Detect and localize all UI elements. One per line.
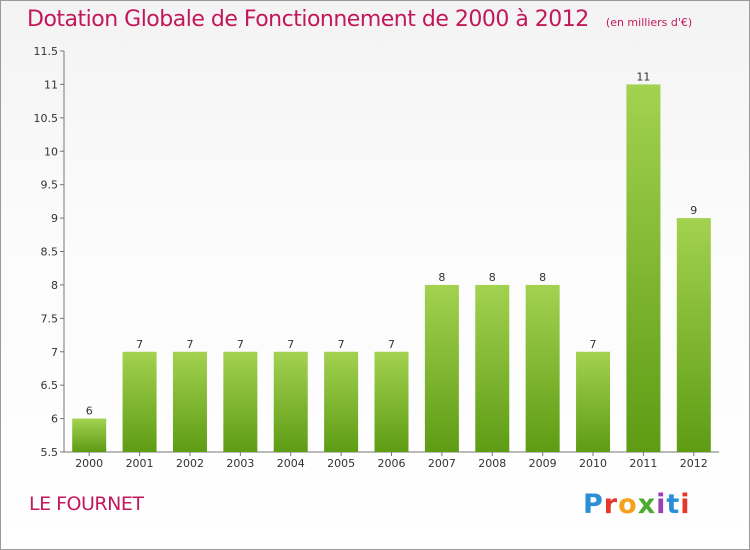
bar-value-label: 6 — [86, 405, 93, 418]
x-tick-label: 2002 — [176, 457, 204, 470]
y-tick-label: 5.5 — [41, 446, 59, 459]
y-tick-label: 10.5 — [34, 112, 59, 125]
bar-value-label: 7 — [136, 338, 143, 351]
y-tick-label: 6 — [51, 413, 58, 426]
y-tick-label: 6.5 — [41, 379, 59, 392]
bar — [273, 351, 308, 452]
bar — [122, 351, 157, 452]
bar-value-label: 11 — [636, 70, 650, 83]
y-tick-label: 9 — [51, 212, 58, 225]
x-tick-label: 2010 — [579, 457, 607, 470]
bar — [324, 351, 359, 452]
place-name: LE FOURNET — [29, 493, 144, 515]
y-tick-label: 11 — [44, 78, 58, 91]
chart-subtitle: (en milliers d'€) — [605, 16, 693, 29]
bar — [172, 351, 207, 452]
x-tick-label: 2012 — [680, 457, 708, 470]
y-tick-label: 7.5 — [41, 312, 59, 325]
bar-value-label: 8 — [489, 271, 496, 284]
x-tick-label: 2007 — [428, 457, 456, 470]
bar-value-label: 7 — [338, 338, 345, 351]
bar — [475, 284, 510, 452]
x-tick-label: 2000 — [75, 457, 103, 470]
bar — [223, 351, 258, 452]
x-tick-label: 2008 — [478, 457, 506, 470]
bar-value-label: 7 — [287, 338, 294, 351]
bar — [576, 351, 611, 452]
bar-value-label: 8 — [438, 271, 445, 284]
x-tick-label: 2004 — [277, 457, 305, 470]
y-tick-label: 11.5 — [34, 45, 59, 58]
y-tick-label: 8.5 — [41, 246, 59, 259]
bar — [676, 218, 711, 452]
bar — [626, 84, 661, 453]
x-tick-label: 2001 — [126, 457, 154, 470]
y-tick-label: 10 — [44, 145, 58, 158]
bar-value-label: 7 — [186, 338, 193, 351]
bar — [374, 351, 409, 452]
bar — [525, 284, 560, 452]
y-tick-label: 9.5 — [41, 179, 59, 192]
bar-value-label: 7 — [590, 338, 597, 351]
bar — [72, 418, 107, 452]
bar-value-label: 7 — [388, 338, 395, 351]
bar-value-label: 9 — [690, 204, 697, 217]
x-tick-label: 2006 — [378, 457, 406, 470]
bar-layer: 6 7 7 7 7 7 7 8 8 8 7 11 9 — [72, 70, 711, 453]
x-tick-label: 2003 — [226, 457, 254, 470]
bar-value-label: 8 — [539, 271, 546, 284]
proxiti-logo[interactable]: Proxiti — [583, 489, 691, 520]
y-tick-label: 7 — [51, 346, 58, 359]
bar-value-label: 7 — [237, 338, 244, 351]
bar — [424, 284, 459, 452]
x-tick-label: 2005 — [327, 457, 355, 470]
x-tick-label: 2011 — [629, 457, 657, 470]
y-tick-label: 8 — [51, 279, 58, 292]
x-tick-label: 2009 — [529, 457, 557, 470]
title-row: Dotation Globale de Fonctionnement de 20… — [27, 7, 692, 32]
chart-title: Dotation Globale de Fonctionnement de 20… — [27, 7, 589, 32]
axis-layer: 5.5 6 6.5 7 7.5 8 8.5 9 9.5 10 10.5 11 11.5 2000 2001 2… — [34, 45, 719, 470]
